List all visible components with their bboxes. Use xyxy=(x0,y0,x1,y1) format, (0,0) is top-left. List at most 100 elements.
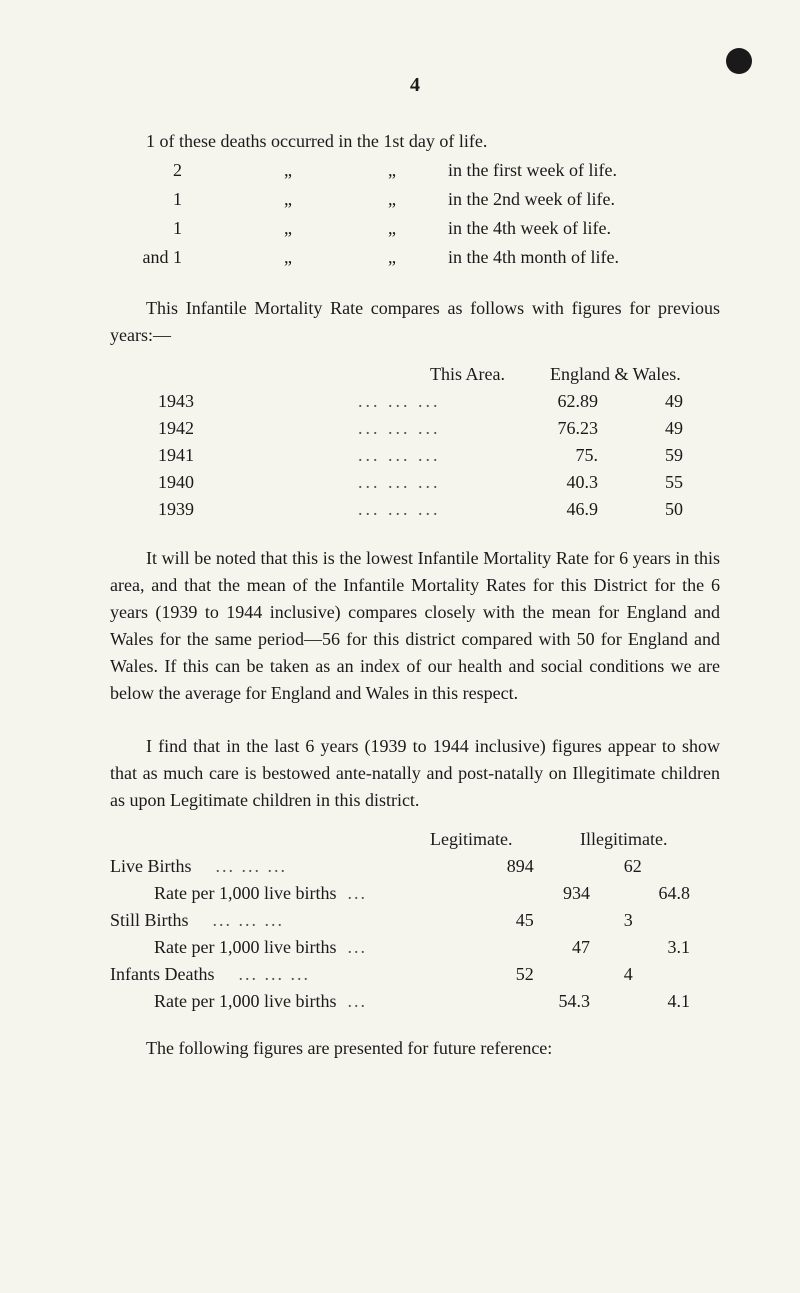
deaths-text: in the 4th week of life. xyxy=(448,215,720,242)
leader-dots: ... ... ... xyxy=(358,442,488,469)
leader-dots: ... xyxy=(341,937,367,957)
deaths-first-line: 1 of these deaths occurred in the 1st da… xyxy=(110,128,493,155)
label-text: Rate per 1,000 live births xyxy=(154,991,336,1011)
row-label: Rate per 1,000 live births ... xyxy=(110,880,450,907)
page-content: 4 1 of these deaths occurred in the 1st … xyxy=(0,0,800,1134)
deaths-row: 1 „ „ in the 4th week of life. xyxy=(110,215,720,242)
year: 1943 xyxy=(110,388,358,415)
year: 1941 xyxy=(110,442,358,469)
row-label: Rate per 1,000 live births ... xyxy=(110,988,450,1015)
ditto-mark: „ xyxy=(188,244,388,271)
deaths-count: 1 xyxy=(110,215,188,242)
leader-dots: ... ... ... xyxy=(358,469,488,496)
year: 1940 xyxy=(110,469,358,496)
mortality-row: 1940 ... ... ... 40.3 55 xyxy=(110,469,720,496)
deaths-occurrence-list: 1 of these deaths occurred in the 1st da… xyxy=(110,128,720,271)
label-text: Rate per 1,000 live births xyxy=(154,883,336,903)
illegitimate-value: 3.1 xyxy=(620,934,720,961)
mortality-rate-table: This Area. England & Wales. 1943 ... ...… xyxy=(110,361,720,523)
births-header: Legitimate. Illegitimate. xyxy=(110,826,720,853)
england-wales-value: 59 xyxy=(628,442,720,469)
deaths-text: in the 4th month of life. xyxy=(448,244,720,271)
year: 1939 xyxy=(110,496,358,523)
illegitimate-value: 62 xyxy=(564,853,720,880)
label-text: Rate per 1,000 live births xyxy=(154,937,336,957)
ditto-mark: „ xyxy=(388,186,448,213)
label-text: Infants Deaths xyxy=(110,964,214,984)
mortality-row: 1942 ... ... ... 76.23 49 xyxy=(110,415,720,442)
deaths-text: in the 2nd week of life. xyxy=(448,186,720,213)
mortality-row: 1943 ... ... ... 62.89 49 xyxy=(110,388,720,415)
legitimate-value: 54.3 xyxy=(450,988,620,1015)
leader-dots: ... ... ... xyxy=(193,910,284,930)
ditto-mark: „ xyxy=(388,215,448,242)
illegitimate-value: 3 xyxy=(564,907,720,934)
this-area-value: 76.23 xyxy=(488,415,628,442)
mortality-row: 1939 ... ... ... 46.9 50 xyxy=(110,496,720,523)
row-label: Infants Deaths ... ... ... xyxy=(110,961,437,988)
header-legitimate: Legitimate. xyxy=(430,826,580,853)
spacer xyxy=(110,361,430,388)
leader-dots: ... ... ... xyxy=(358,496,488,523)
page-number: 4 xyxy=(110,70,720,100)
births-row-infant: Infants Deaths ... ... ... 52 4 xyxy=(110,961,720,988)
births-row-live: Live Births ... ... ... 894 62 xyxy=(110,853,720,880)
mortality-row: 1941 ... ... ... 75. 59 xyxy=(110,442,720,469)
ditto-mark: „ xyxy=(388,157,448,184)
row-label: Rate per 1,000 live births ... xyxy=(110,934,450,961)
births-row-infant-rate: Rate per 1,000 live births ... 54.3 4.1 xyxy=(110,988,720,1015)
mortality-header: This Area. England & Wales. xyxy=(110,361,720,388)
deaths-count: and 1 xyxy=(110,244,188,271)
ditto-mark: „ xyxy=(188,215,388,242)
illegitimate-value: 64.8 xyxy=(620,880,720,907)
deaths-count: 2 xyxy=(110,157,188,184)
deaths-row-first: 1 of these deaths occurred in the 1st da… xyxy=(110,128,720,155)
ditto-mark: „ xyxy=(388,244,448,271)
row-label: Live Births ... ... ... xyxy=(110,853,437,880)
illegitimate-value: 4 xyxy=(564,961,720,988)
deaths-row: 1 „ „ in the 2nd week of life. xyxy=(110,186,720,213)
header-this-area: This Area. xyxy=(430,361,550,388)
england-wales-value: 55 xyxy=(628,469,720,496)
births-table: Legitimate. Illegitimate. Live Births ..… xyxy=(110,826,720,1015)
leader-dots: ... ... ... xyxy=(358,388,488,415)
leader-dots: ... ... ... xyxy=(219,964,310,984)
deaths-row: and 1 „ „ in the 4th month of life. xyxy=(110,244,720,271)
deaths-count: 1 xyxy=(110,186,188,213)
paragraph-find: I find that in the last 6 years (1939 to… xyxy=(110,733,720,814)
leader-dots: ... ... ... xyxy=(196,856,287,876)
label-text: Still Births xyxy=(110,910,189,930)
births-row-still: Still Births ... ... ... 45 3 xyxy=(110,907,720,934)
leader-dots: ... ... ... xyxy=(358,415,488,442)
this-area-value: 62.89 xyxy=(488,388,628,415)
spacer xyxy=(110,719,720,733)
deaths-row: 2 „ „ in the first week of life. xyxy=(110,157,720,184)
header-england-wales: England & Wales. xyxy=(550,361,720,388)
leader-dots: ... xyxy=(341,991,367,1011)
label-text: Live Births xyxy=(110,856,192,876)
deaths-text: in the first week of life. xyxy=(448,157,720,184)
paragraph-noted: It will be noted that this is the lowest… xyxy=(110,545,720,707)
legitimate-value: 45 xyxy=(437,907,563,934)
england-wales-value: 49 xyxy=(628,415,720,442)
ditto-mark: „ xyxy=(188,186,388,213)
page-corner-mark xyxy=(726,48,752,74)
births-row-live-rate: Rate per 1,000 live births ... 934 64.8 xyxy=(110,880,720,907)
this-area-value: 75. xyxy=(488,442,628,469)
england-wales-value: 49 xyxy=(628,388,720,415)
paragraph-compare: This Infantile Mortality Rate compares a… xyxy=(110,295,720,349)
legitimate-value: 894 xyxy=(437,853,563,880)
this-area-value: 46.9 xyxy=(488,496,628,523)
paragraph-future-reference: The following figures are presented for … xyxy=(110,1035,720,1062)
ditto-mark: „ xyxy=(188,157,388,184)
england-wales-value: 50 xyxy=(628,496,720,523)
this-area-value: 40.3 xyxy=(488,469,628,496)
year: 1942 xyxy=(110,415,358,442)
header-illegitimate: Illegitimate. xyxy=(580,826,720,853)
illegitimate-value: 4.1 xyxy=(620,988,720,1015)
spacer xyxy=(110,826,430,853)
legitimate-value: 47 xyxy=(450,934,620,961)
legitimate-value: 52 xyxy=(437,961,563,988)
row-label: Still Births ... ... ... xyxy=(110,907,437,934)
leader-dots: ... xyxy=(341,883,367,903)
